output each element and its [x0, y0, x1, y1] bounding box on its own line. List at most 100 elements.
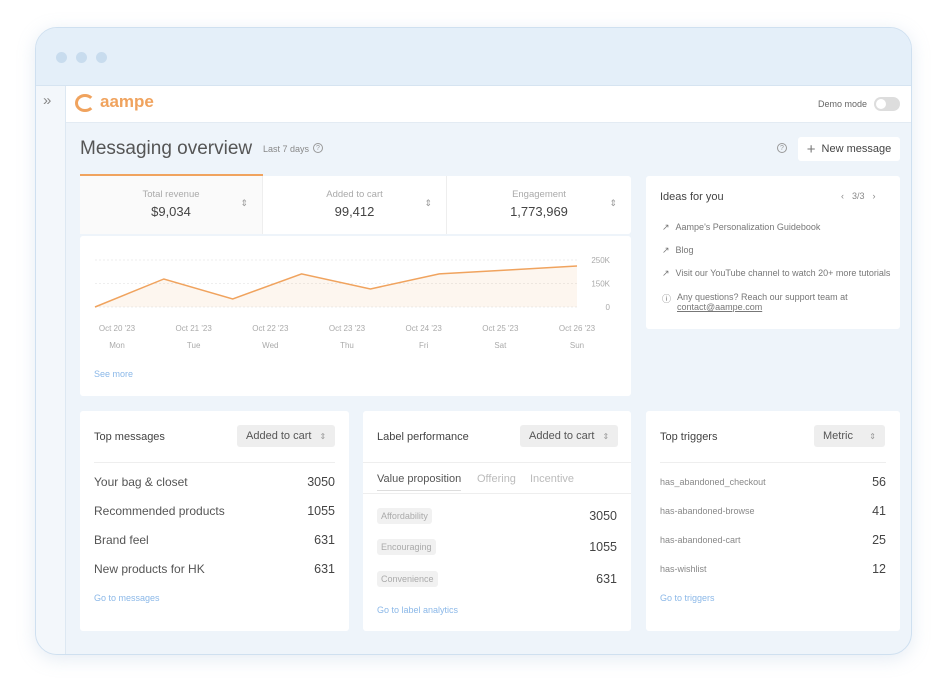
go-to-triggers-link[interactable]: Go to triggers	[660, 593, 715, 603]
plus-icon: +	[806, 140, 816, 158]
x-day-label: Wed	[262, 341, 278, 350]
list-item[interactable]: Brand feel 631	[94, 533, 335, 547]
sort-icon: ⇕	[424, 198, 432, 208]
sidebar: »	[36, 86, 66, 654]
stat-engagement[interactable]: Engagement 1,773,969 ⇕	[447, 176, 631, 234]
stat-label: Total revenue	[142, 189, 200, 200]
new-message-button[interactable]: + New message	[798, 137, 900, 161]
chevron-updown-icon: ⇕	[869, 431, 876, 441]
idea-label: Blog	[675, 245, 694, 255]
item-name: Your bag & closet	[94, 475, 188, 489]
x-day-label: Mon	[109, 341, 125, 350]
item-name: has-wishlist	[660, 564, 707, 574]
help-icon[interactable]: ?	[777, 143, 787, 153]
chart-panel: 250K 150K 0 Oct 20 '23 Mon Oct 21 '23 Tue Oct 2…	[80, 236, 631, 396]
revenue-chart: 250K 150K 0 Oct 20 '23 Mon Oct 21 '23 Tue Oct 2…	[94, 256, 611, 350]
support-email-link[interactable]: contact@aampe.com	[677, 302, 763, 312]
select-value: Added to cart	[246, 430, 312, 442]
idea-link[interactable]: ↗ Visit our YouTube channel to watch 20+ …	[662, 268, 890, 279]
list-item[interactable]: Convenience 631	[377, 571, 617, 587]
panel-title: Label performance	[377, 431, 469, 443]
y-tick-label: 0	[606, 303, 611, 312]
sort-icon: ⇕	[609, 198, 617, 208]
series-line	[94, 265, 578, 308]
item-name: New products for HK	[94, 562, 205, 576]
tab-offering[interactable]: Offering	[477, 473, 516, 485]
list-item[interactable]: Encouraging 1055	[377, 539, 617, 555]
idea-label: Aampe's Personalization Guidebook	[675, 222, 821, 232]
x-day-label: Tue	[187, 341, 201, 350]
arrow-up-right-icon: ↗	[662, 268, 670, 278]
support-info: ⓘ Any questions? Reach our support team a…	[662, 292, 848, 312]
item-value: 25	[872, 533, 886, 547]
stat-label: Added to cart	[326, 189, 383, 200]
metric-select[interactable]: Added to cart ⇕	[237, 425, 336, 447]
go-to-label-analytics-link[interactable]: Go to label analytics	[377, 605, 459, 615]
see-more-link[interactable]: See more	[94, 369, 134, 379]
list-item[interactable]: Recommended products 1055	[94, 504, 335, 518]
divider	[94, 462, 335, 463]
go-to-messages-link[interactable]: Go to messages	[94, 593, 160, 603]
x-day-label: Sun	[570, 341, 584, 350]
list-item[interactable]: has_abandoned_checkout 56	[660, 475, 886, 489]
stat-value: 99,412	[334, 204, 375, 219]
item-name: Recommended products	[94, 504, 225, 518]
brand-logo: aampe	[100, 92, 154, 111]
stat-label: Engagement	[512, 189, 566, 200]
help-icon: ⓘ	[662, 294, 672, 304]
list-item[interactable]: has-abandoned-browse 41	[660, 504, 886, 518]
window-dot	[56, 52, 67, 63]
tab-value-proposition[interactable]: Value proposition	[377, 473, 462, 491]
idea-link[interactable]: ↗ Aampe's Personalization Guidebook	[662, 222, 820, 233]
list-item[interactable]: New products for HK 631	[94, 562, 335, 576]
item-value: 41	[872, 504, 886, 518]
item-value: 56	[872, 475, 886, 489]
item-value: 3050	[589, 509, 617, 523]
stats-panel: Total revenue $9,034 ⇕ Added to cart 99,412…	[80, 174, 631, 234]
panel-title: Top triggers	[660, 431, 718, 443]
chevron-updown-icon: ⇕	[319, 431, 327, 441]
item-name: has_abandoned_checkout	[660, 477, 766, 487]
arrow-up-right-icon: ↗	[662, 245, 670, 255]
top-triggers-panel: Top triggers Metric ⇕ has_abandoned_check…	[646, 411, 900, 631]
sort-icon: ⇕	[240, 198, 248, 208]
active-stat-indicator	[80, 174, 263, 176]
demo-mode-toggle[interactable]	[874, 97, 900, 111]
stat-total-revenue[interactable]: Total revenue $9,034 ⇕	[80, 176, 263, 234]
stat-value: 1,773,969	[510, 204, 568, 219]
panel-title: Top messages	[94, 431, 165, 443]
item-name: has-abandoned-browse	[660, 506, 755, 516]
help-icon[interactable]: ?	[313, 143, 323, 153]
metric-select[interactable]: Metric ⇕	[814, 425, 885, 447]
label-tag: Encouraging	[377, 539, 436, 555]
expand-sidebar-icon[interactable]: »	[43, 92, 52, 109]
metric-select[interactable]: Added to cart ⇕	[520, 425, 619, 447]
list-item[interactable]: Affordability 3050	[377, 508, 617, 524]
series-area	[95, 266, 577, 307]
page-title: Messaging overview	[80, 138, 253, 159]
x-tick-label: Oct 22 '23	[252, 324, 289, 333]
window-dot	[96, 52, 107, 63]
new-message-label: New message	[821, 143, 892, 155]
window-dot	[76, 52, 87, 63]
demo-mode-label: Demo mode	[818, 99, 868, 109]
list-item[interactable]: has-abandoned-cart 25	[660, 533, 886, 547]
next-icon[interactable]: ›	[872, 191, 876, 201]
prev-icon[interactable]: ‹	[841, 191, 844, 201]
x-day-label: Sat	[494, 341, 507, 350]
list-item[interactable]: has-wishlist 12	[660, 562, 886, 576]
list-item[interactable]: Your bag & closet 3050	[94, 475, 335, 489]
x-tick-label: Oct 23 '23	[329, 324, 366, 333]
ideas-pager: 3/3	[852, 191, 865, 201]
tab-incentive[interactable]: Incentive	[530, 473, 575, 485]
label-tag: Convenience	[377, 571, 438, 587]
item-value: 1055	[589, 540, 617, 554]
app-window: » aampe Demo mode Messaging overview Las…	[35, 27, 912, 655]
item-value: 631	[596, 572, 617, 586]
item-value: 631	[314, 562, 335, 576]
support-text: Any questions? Reach our support team at	[677, 292, 848, 302]
idea-link[interactable]: ↗ Blog	[662, 245, 694, 256]
idea-label: Visit our YouTube channel to watch 20+ m…	[675, 268, 891, 278]
x-tick-label: Oct 24 '23	[406, 324, 443, 333]
stat-added-to-cart[interactable]: Added to cart 99,412 ⇕	[263, 176, 447, 234]
